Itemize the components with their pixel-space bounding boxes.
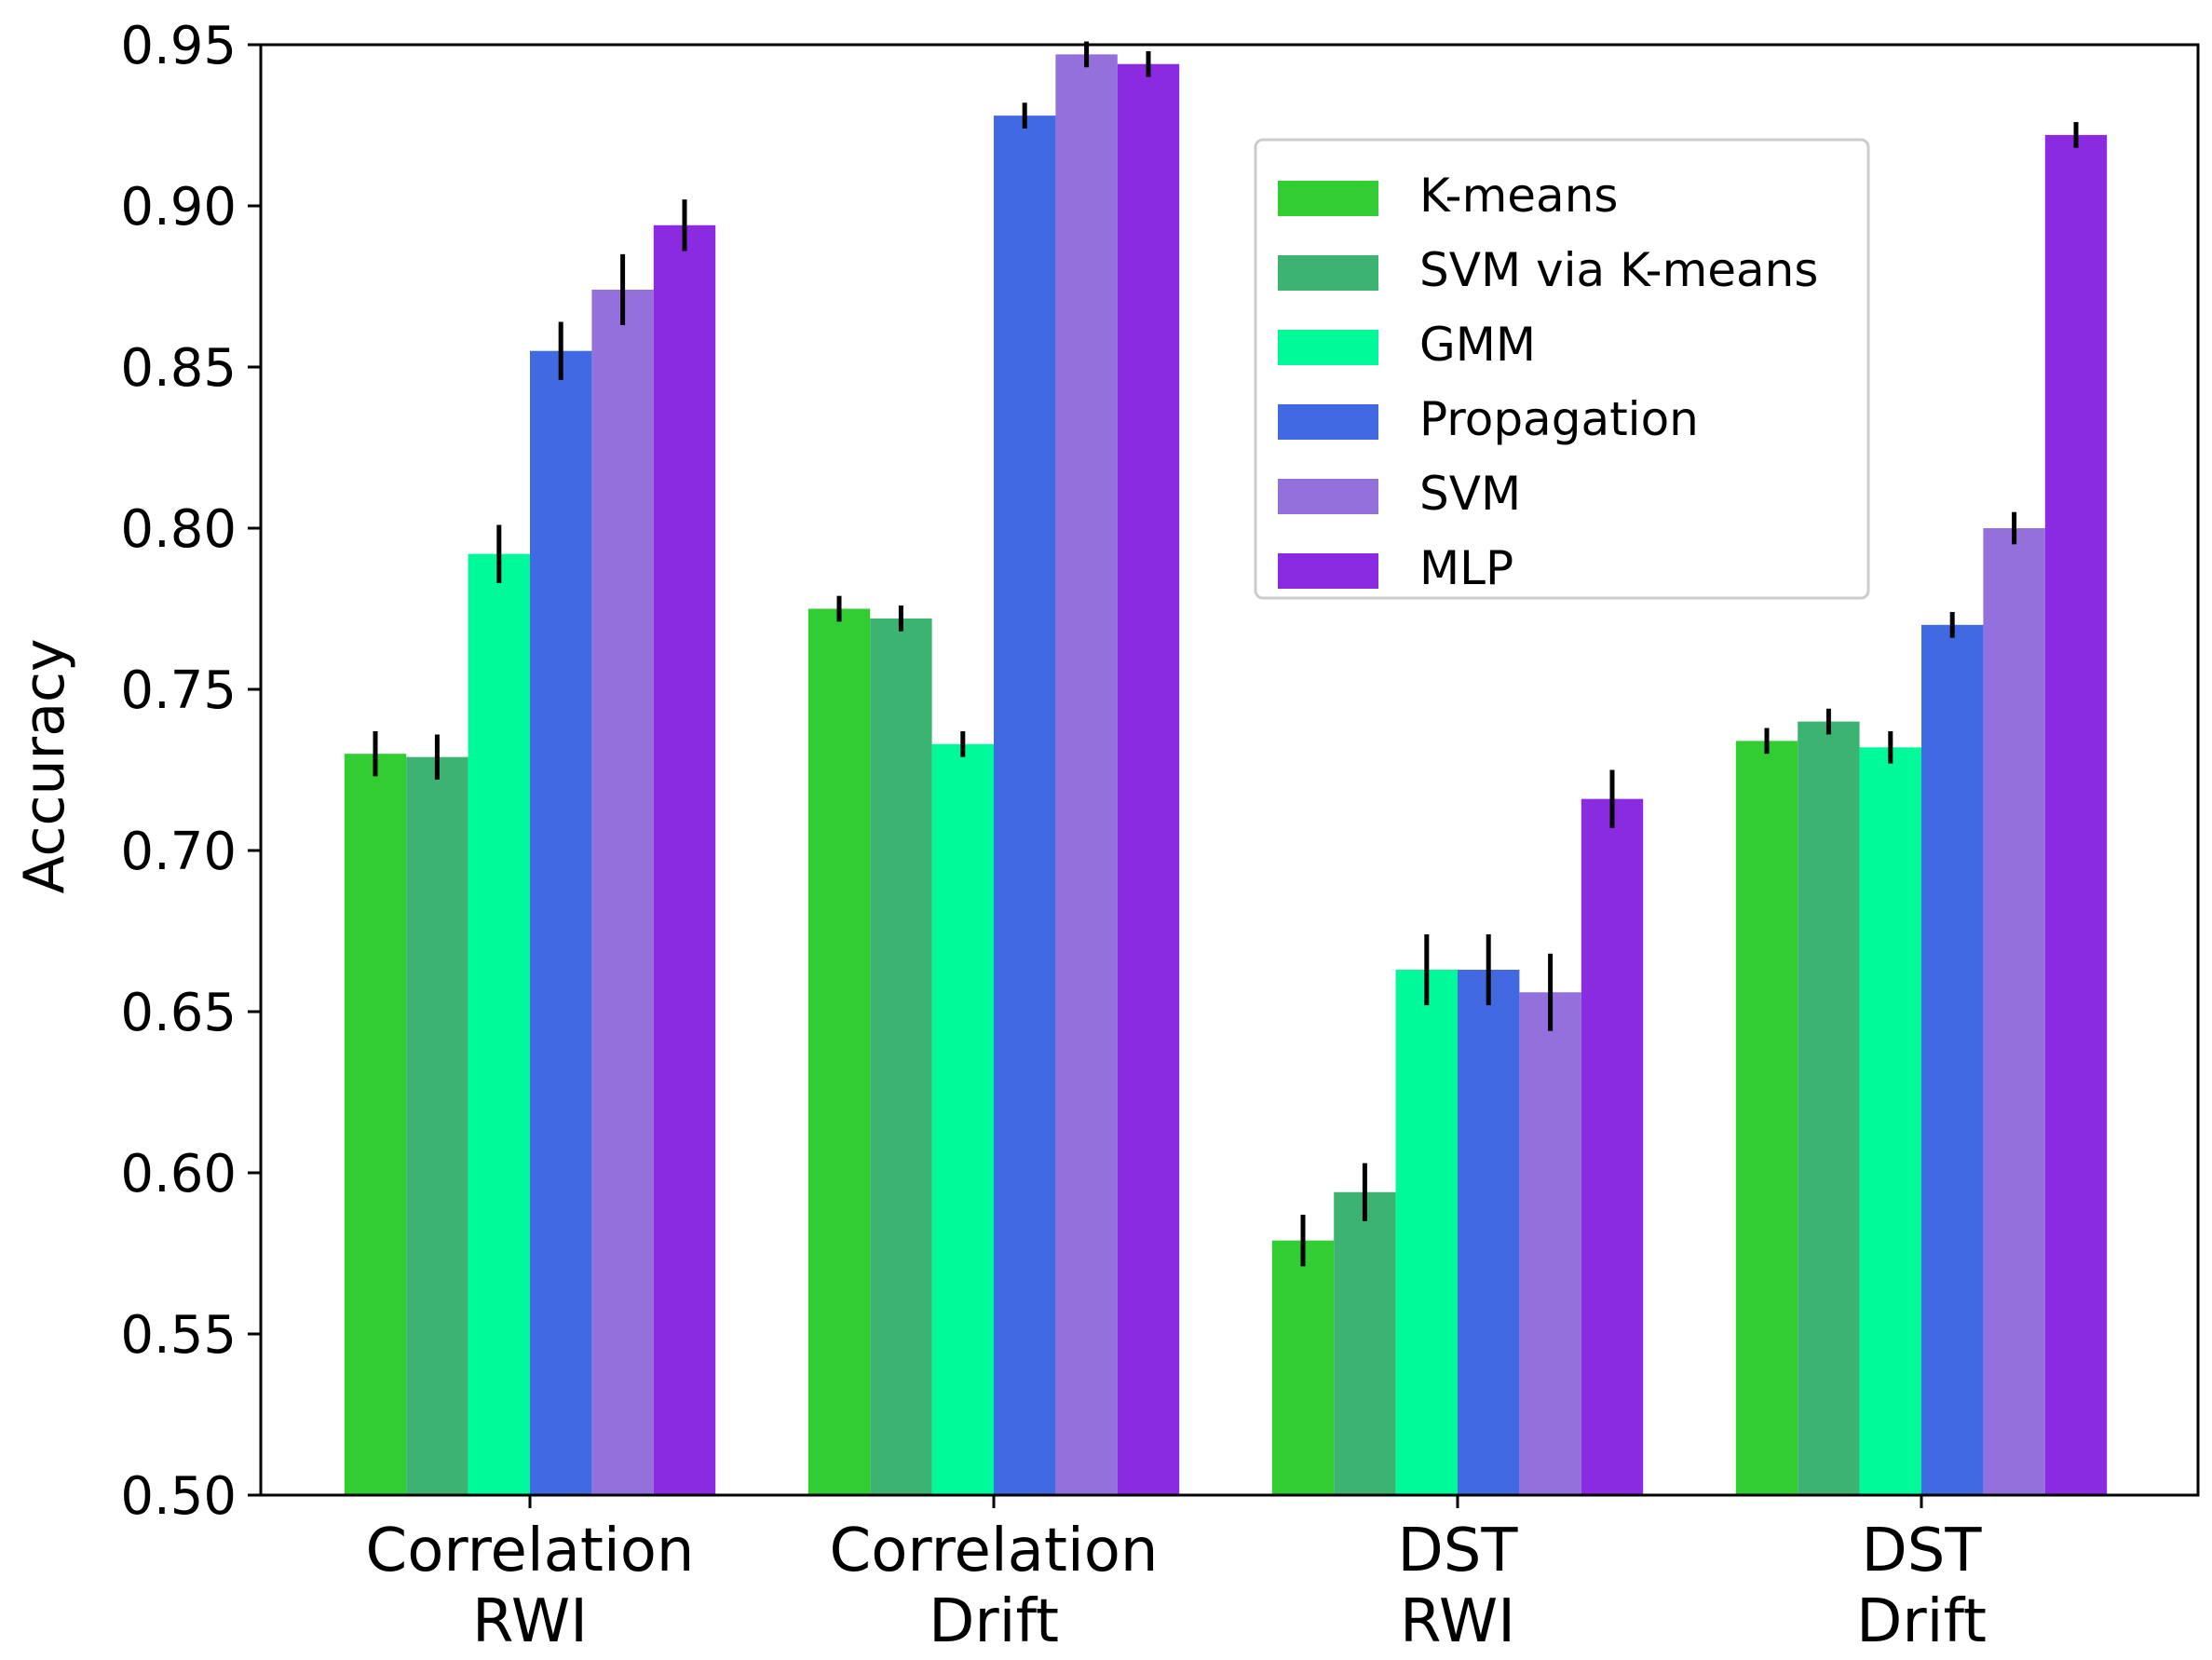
bar-mlp <box>1117 63 1180 1495</box>
bar-propagation <box>1921 624 1984 1495</box>
x-tick-label: Drift <box>929 1587 1059 1656</box>
bar-gmm <box>1859 747 1921 1495</box>
bar-svm-via-k-means <box>406 756 468 1495</box>
bar-gmm <box>468 553 530 1495</box>
legend: K-means SVM via K-means GMM Propagation SVM M… <box>1254 138 1870 600</box>
y-tick-label: 0.70 <box>120 822 237 882</box>
x-tick-label: DST <box>1862 1517 1983 1585</box>
bar-svm <box>1983 528 2045 1495</box>
bars-layer <box>344 54 2108 1496</box>
y-tick-label: 0.60 <box>120 1144 237 1204</box>
x-tick-label: Correlation <box>830 1517 1159 1585</box>
x-axis: CorrelationRWICorrelationDriftDSTRWIDSTD… <box>366 1495 1987 1656</box>
y-tick-label: 0.65 <box>120 983 237 1043</box>
legend-label: GMM <box>1419 318 1536 372</box>
legend-label: Propagation <box>1419 392 1699 446</box>
legend-label: MLP <box>1419 541 1513 595</box>
y-tick-label: 0.50 <box>120 1466 237 1527</box>
bar-k-means <box>1271 1240 1335 1495</box>
bar-svm-via-k-means <box>870 618 932 1495</box>
bar-svm <box>1055 54 1118 1495</box>
legend-swatch <box>1278 181 1378 216</box>
x-tick-label: RWI <box>1400 1587 1515 1656</box>
bar-svm-via-k-means <box>1798 721 1860 1495</box>
x-tick-label: Correlation <box>366 1517 695 1585</box>
legend-label: SVM <box>1419 467 1521 521</box>
bar-propagation <box>530 350 592 1496</box>
legend-frame <box>1254 138 1870 600</box>
bar-mlp <box>1581 798 1644 1495</box>
y-axis-title: Accuracy <box>12 639 77 894</box>
legend-swatch <box>1278 553 1378 589</box>
legend-swatch <box>1278 255 1378 291</box>
bar-k-means <box>1735 741 1798 1495</box>
bar-k-means <box>344 754 407 1495</box>
bar-svm-via-k-means <box>1334 1191 1396 1495</box>
legend-swatch <box>1278 404 1378 440</box>
bar-mlp <box>653 225 716 1495</box>
plot-frame <box>259 43 2200 1497</box>
error-bars-layer <box>373 41 2079 1267</box>
y-tick-label: 0.55 <box>120 1305 237 1366</box>
x-tick-label: Drift <box>1856 1587 1987 1656</box>
bar-gmm <box>1395 970 1458 1495</box>
bar-gmm <box>931 743 994 1495</box>
bar-svm <box>591 289 654 1496</box>
legend-label: SVM via K-means <box>1419 243 1818 297</box>
y-tick-label: 0.95 <box>120 16 237 76</box>
y-tick-label: 0.80 <box>120 499 237 560</box>
bar-svm <box>1519 992 1581 1495</box>
y-tick-label: 0.85 <box>120 338 237 399</box>
legend-label: K-means <box>1419 169 1618 223</box>
x-tick-label: RWI <box>472 1587 588 1656</box>
x-tick-label: DST <box>1398 1517 1519 1585</box>
legend-swatch <box>1278 479 1378 514</box>
y-tick-label: 0.75 <box>120 660 237 721</box>
legend-swatch <box>1278 330 1378 365</box>
y-axis: 0.50 0.55 0.60 0.65 0.70 0.75 0.80 0.85 0.90 0.95 <box>120 16 261 1527</box>
bar-k-means <box>807 608 871 1495</box>
y-tick-label: 0.90 <box>120 177 237 238</box>
bar-propagation <box>1458 970 1520 1495</box>
bar-mlp <box>2044 134 2108 1495</box>
bar-propagation <box>994 116 1056 1496</box>
